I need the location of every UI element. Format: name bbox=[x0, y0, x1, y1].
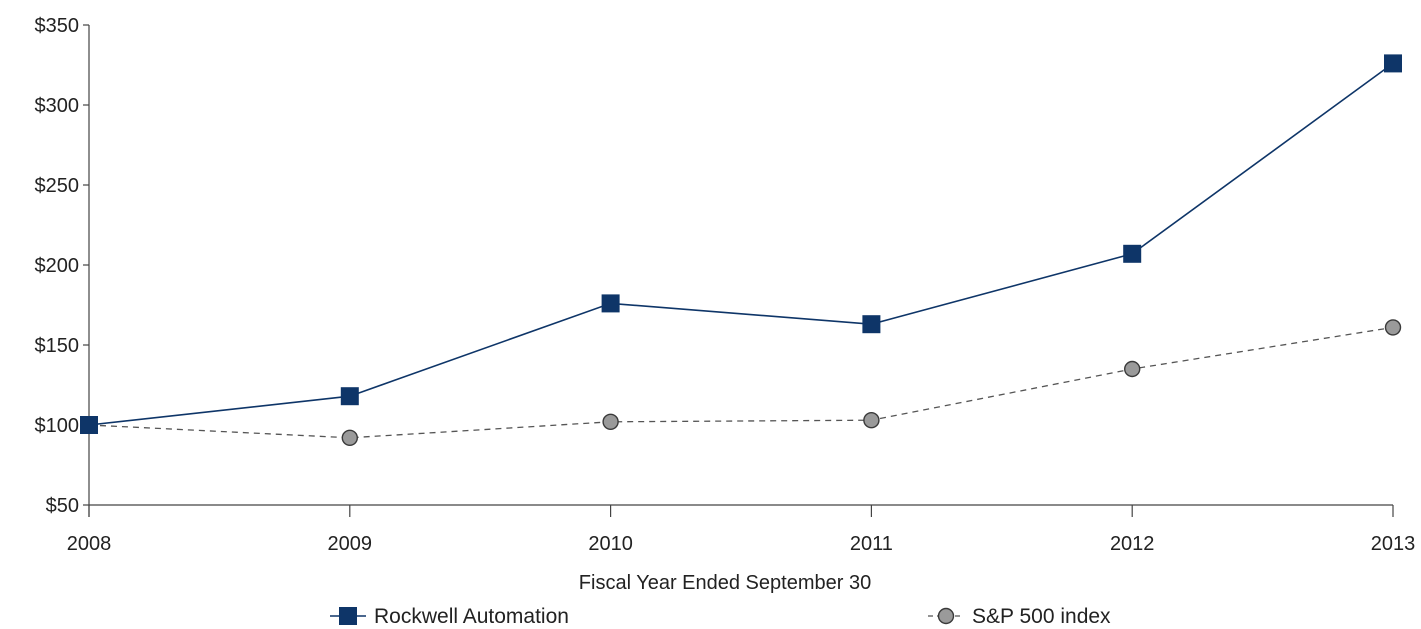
axes bbox=[88, 25, 1393, 517]
data-point bbox=[1123, 360, 1141, 378]
legend-item: Rockwell Automation bbox=[330, 605, 569, 628]
y-tick-label: $250 bbox=[35, 175, 80, 197]
y-tick-label: $300 bbox=[35, 95, 80, 117]
legend-item: S&P 500 index bbox=[928, 605, 1111, 628]
legend: Rockwell Automation S&P 500 index bbox=[330, 605, 1111, 628]
y-tick-label: $150 bbox=[35, 335, 80, 357]
data-point bbox=[80, 416, 98, 434]
legend-label: S&P 500 index bbox=[972, 605, 1111, 628]
series-line bbox=[88, 62, 1394, 426]
data-point bbox=[340, 387, 359, 406]
data-point bbox=[1384, 319, 1402, 336]
data-point bbox=[862, 315, 881, 334]
legend-square-marker bbox=[339, 607, 357, 625]
data-point bbox=[1123, 244, 1142, 263]
x-tick-label: 2011 bbox=[850, 533, 893, 555]
x-ticks: 2008 2009 2010 2011 2012 2013 bbox=[67, 505, 1416, 555]
series-line bbox=[88, 326, 1394, 439]
legend-circle-marker bbox=[937, 607, 955, 625]
x-tick-label: 2008 bbox=[67, 533, 112, 555]
legend-label: Rockwell Automation bbox=[374, 605, 569, 628]
data-point bbox=[602, 413, 619, 430]
y-tick-label: $100 bbox=[35, 415, 80, 437]
data-point bbox=[1384, 54, 1402, 73]
series-1 bbox=[80, 319, 1402, 446]
y-ticks: $50 $100 $150 $200 $250 $300 $350 bbox=[35, 15, 89, 517]
y-tick-label: $50 bbox=[46, 495, 79, 517]
data-point bbox=[601, 294, 620, 313]
series-0 bbox=[80, 54, 1402, 434]
x-axis-title: Fiscal Year Ended September 30 bbox=[579, 572, 871, 594]
y-tick-label: $350 bbox=[35, 15, 80, 37]
x-tick-label: 2012 bbox=[1110, 533, 1155, 555]
x-tick-label: 2010 bbox=[588, 533, 633, 555]
x-tick-label: 2009 bbox=[328, 533, 373, 555]
y-tick-label: $200 bbox=[35, 255, 80, 277]
data-point bbox=[863, 412, 880, 429]
series-layer bbox=[80, 54, 1402, 446]
x-tick-label: 2013 bbox=[1371, 533, 1416, 555]
data-point bbox=[341, 429, 358, 446]
